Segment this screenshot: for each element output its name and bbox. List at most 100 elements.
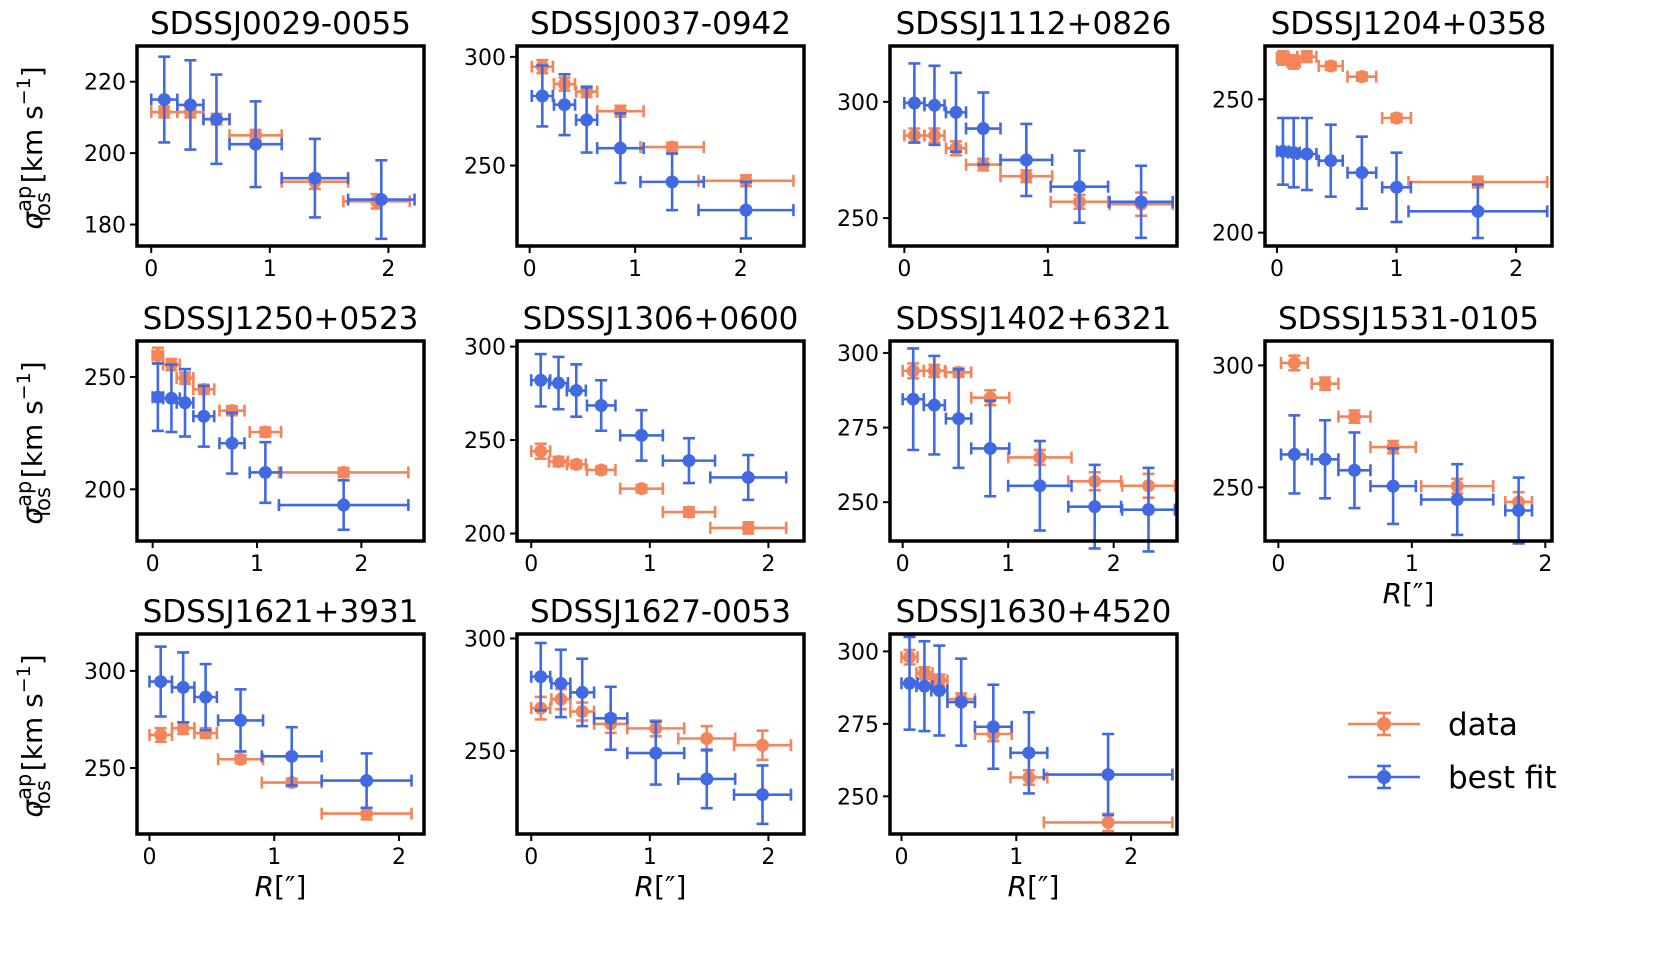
data-point: [148, 726, 174, 744]
marker: [249, 137, 263, 151]
y-tick-label: 300: [837, 91, 879, 116]
y-tick-label: 300: [84, 660, 126, 685]
best-fit-series: [901, 347, 1177, 553]
panel-sdssj1250+0523: SDSSJ1250+0523 0 1 2 200 250 σaplos [km s−1]: [12, 301, 426, 577]
data-point: [903, 62, 926, 144]
x-tick-label: 2: [1124, 845, 1138, 870]
x-tick-label: 2: [761, 552, 775, 577]
marker: [755, 738, 769, 752]
marker: [1386, 479, 1400, 493]
data-point: [346, 158, 416, 241]
best-fit-series: [151, 362, 410, 532]
data-point: [1049, 149, 1110, 225]
axes-frame: [888, 339, 1179, 543]
marker: [594, 463, 608, 477]
data-point: [1380, 151, 1413, 224]
marker: [552, 455, 566, 469]
data-point: [193, 662, 219, 732]
data-point: [547, 455, 570, 469]
marker: [197, 409, 211, 423]
panel-sdssj1627-0053: SDSSJ1627-0053 0 1 2 250 300 R[″]: [464, 594, 806, 903]
data-point: [922, 354, 947, 456]
panel-title: SDSSJ1112+0826: [896, 6, 1172, 42]
marker: [176, 721, 190, 735]
panel-sdssj1402+6321: SDSSJ1402+6321 0 1 2 250 275 300: [837, 301, 1179, 577]
marker: [700, 772, 714, 786]
data-point: [1337, 431, 1372, 510]
data-point: [218, 411, 246, 475]
data-point: [1108, 164, 1174, 240]
panel-title: SDSSJ1630+4520: [896, 594, 1172, 630]
x-tick-label: 1: [643, 552, 657, 577]
marker: [1471, 204, 1485, 218]
data-point: [964, 91, 1002, 166]
marker: [575, 685, 589, 699]
data-point: [1310, 418, 1340, 500]
data-point: [569, 657, 596, 728]
data-point: [1042, 732, 1174, 817]
data-point: [618, 482, 665, 496]
y-axis-label-text: σaplos [km s−1]: [12, 361, 55, 524]
data-point: [676, 724, 737, 753]
y-tick-label: 250: [837, 785, 879, 810]
data-point: [149, 55, 179, 144]
marker: [927, 398, 941, 412]
panel-sdssj1306+0600: SDSSJ1306+0600 0 1 2 200 250 300: [464, 301, 806, 577]
data-point: [973, 683, 1013, 771]
marker: [1324, 59, 1338, 73]
axes-frame: [135, 44, 426, 248]
axes-frame: [515, 339, 806, 543]
panel-sdssj1621+3931: SDSSJ1621+3931 0 1 2 250 300 σaplos [km s−1] R[…: [12, 594, 426, 903]
marker: [954, 695, 968, 709]
marker: [337, 498, 351, 512]
y-tick-label: 180: [84, 214, 126, 239]
panel-sdssj0029-0055: SDSSJ0029-0055 0 1 2 180 200 220 σaplos [km s−1…: [12, 6, 426, 282]
data-point: [595, 112, 645, 185]
axes-frame: [135, 632, 426, 836]
marker: [1022, 746, 1036, 760]
y-axis-label: σaplos [km s−1]: [12, 654, 55, 817]
data-point: [944, 368, 973, 470]
marker: [535, 89, 549, 103]
data-point: [529, 352, 552, 408]
x-tick-label: 2: [392, 845, 406, 870]
data-point: [1310, 376, 1340, 392]
panel-title: SDSSJ1306+0600: [523, 301, 799, 337]
data-point: [618, 408, 665, 462]
data-point: [1042, 812, 1174, 833]
data-point: [547, 355, 570, 411]
y-tick-label: 300: [837, 640, 879, 665]
axes-frame: [888, 44, 1179, 248]
best-fit-series: [1279, 414, 1534, 545]
marker: [1324, 154, 1338, 168]
x-tick-label: 2: [1538, 552, 1552, 577]
marker: [258, 425, 272, 439]
marker: [154, 675, 168, 689]
x-tick-label: 1: [1001, 552, 1015, 577]
marker: [374, 193, 388, 207]
marker: [665, 175, 679, 189]
marker: [665, 140, 679, 154]
x-axis-label: R[″]: [635, 870, 687, 903]
marker: [1355, 70, 1369, 84]
marker: [741, 470, 755, 484]
panel-title: SDSSJ1204+0358: [1271, 6, 1547, 42]
x-tick-label: 2: [1509, 257, 1523, 282]
marker: [1512, 504, 1526, 518]
marker: [952, 412, 966, 426]
data-point: [550, 648, 572, 719]
data-point: [216, 752, 265, 766]
y-tick-label: 300: [837, 342, 879, 367]
data-point: [280, 137, 350, 219]
marker: [1142, 503, 1156, 517]
data-point: [529, 442, 552, 461]
y-tick-label: 250: [1212, 476, 1254, 501]
marker: [234, 713, 248, 727]
y-tick-label: 250: [837, 491, 879, 516]
panel-title: SDSSJ1402+6321: [896, 301, 1172, 337]
x-axis-label: R[″]: [1008, 870, 1060, 903]
y-axis-label: σaplos [km s−1]: [12, 66, 55, 229]
marker: [360, 807, 374, 821]
x-tick-label: 0: [524, 845, 538, 870]
